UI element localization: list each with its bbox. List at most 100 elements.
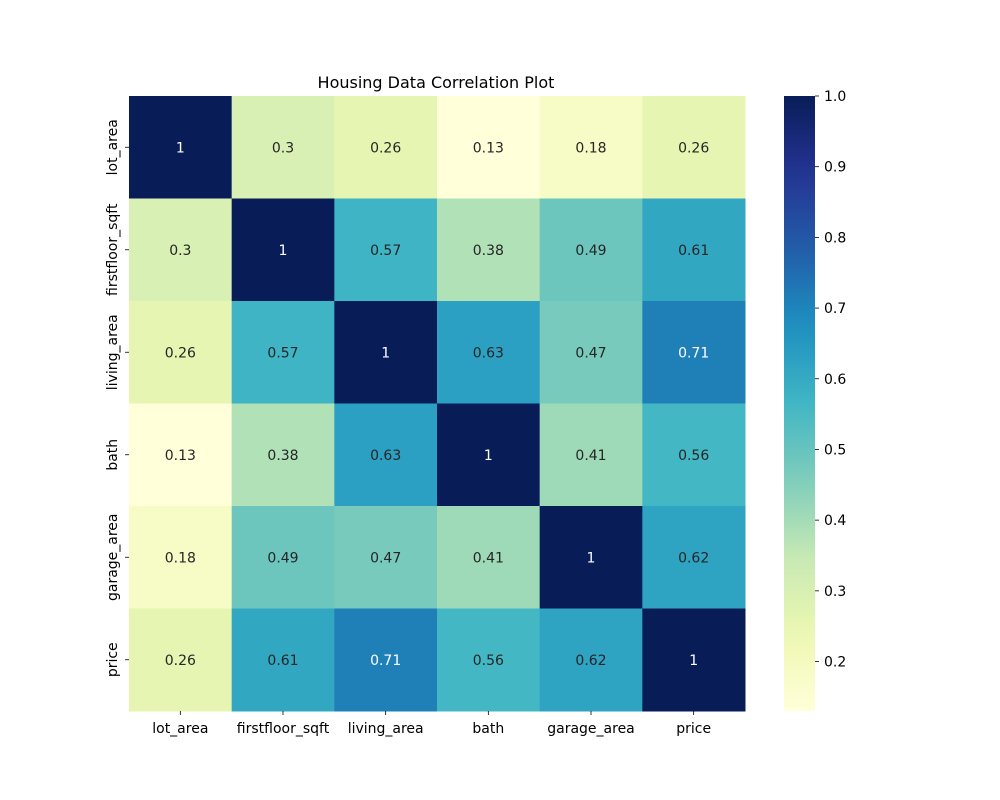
cell-value-label: 0.3 (169, 243, 191, 259)
heatmap-cell-garage_area-price (642, 506, 746, 609)
heatmap-cell-firstfloor_sqft-firstfloor_sqft (231, 198, 335, 302)
colorbar-tick-label: 0.8 (824, 230, 846, 246)
heatmap-cell-lot_area-price (642, 96, 746, 199)
heatmap-cell-bath-living_area (334, 403, 438, 507)
heatmap-cell-living_area-garage_area (539, 301, 643, 404)
cell-value-label: 1 (689, 653, 698, 669)
heatmap-cell-living_area-lot_area (129, 301, 233, 404)
cell-value-label: 0.38 (267, 448, 298, 464)
heatmap-cell-firstfloor_sqft-bath (437, 198, 541, 302)
heatmap-cell-lot_area-bath (437, 96, 541, 199)
cell-value-label: 0.26 (165, 653, 196, 669)
heatmap-cell-bath-garage_area (539, 403, 643, 507)
cell-value-label: 0.18 (165, 550, 196, 566)
heatmap-cell-garage_area-lot_area (129, 506, 233, 609)
heatmap-cell-bath-firstfloor_sqft (231, 403, 335, 507)
cell-value-label: 0.13 (473, 140, 504, 156)
cell-value-label: 0.63 (370, 448, 401, 464)
heatmap-cell-bath-bath (437, 403, 541, 507)
cell-value-label: 1 (176, 140, 185, 156)
y-tick-label: garage_area (105, 513, 121, 601)
heatmap-cell-lot_area-living_area (334, 96, 438, 199)
heatmap-cell-price-bath (437, 608, 541, 712)
colorbar-tick-label: 0.3 (824, 584, 846, 600)
y-tick-label: lot_area (105, 119, 121, 175)
heatmap-cell-garage_area-firstfloor_sqft (231, 506, 335, 609)
cell-value-label: 0.62 (678, 550, 709, 566)
cell-value-label: 0.56 (678, 448, 709, 464)
heatmap-cell-price-garage_area (539, 608, 643, 712)
cell-value-label: 1 (279, 243, 288, 259)
cell-value-label: 0.38 (473, 243, 504, 259)
y-tick-label: living_area (105, 314, 121, 390)
cell-value-label: 0.56 (473, 653, 504, 669)
cell-value-label: 1 (587, 550, 596, 566)
cell-value-label: 0.47 (575, 345, 606, 361)
cell-value-label: 0.26 (678, 140, 709, 156)
heatmap-cell-garage_area-garage_area (539, 506, 643, 609)
x-axis-ticks: lot_area firstfloor_sqft living_area bath ga… (152, 711, 711, 737)
heatmap-cell-firstfloor_sqft-living_area (334, 198, 438, 302)
cell-value-label: 0.3 (272, 140, 294, 156)
x-tick-label: bath (472, 721, 504, 737)
colorbar-tick-label: 0.7 (824, 301, 846, 317)
heatmap-cell-price-living_area (334, 608, 438, 712)
cell-value-label: 0.62 (575, 653, 606, 669)
chart-title: Housing Data Correlation Plot (318, 73, 555, 92)
y-tick-label: firstfloor_sqft (105, 203, 121, 296)
heatmap-cell-bath-lot_area (129, 403, 233, 507)
cell-value-label: 0.71 (678, 345, 709, 361)
x-tick-label: price (676, 721, 711, 737)
heatmap-cell-firstfloor_sqft-garage_area (539, 198, 643, 302)
cell-value-label: 0.26 (165, 345, 196, 361)
x-tick-label: garage_area (547, 721, 635, 737)
colorbar-tick-label: 0.5 (824, 442, 846, 458)
colorbar-tick-label: 0.9 (824, 160, 846, 176)
cell-value-label: 0.63 (473, 345, 504, 361)
y-tick-label: price (105, 642, 121, 677)
cell-value-label: 0.47 (370, 550, 401, 566)
heatmap-cell-living_area-living_area (334, 301, 438, 404)
cell-value-label: 0.26 (370, 140, 401, 156)
heatmap-cell-price-lot_area (129, 608, 233, 712)
y-tick-label: bath (105, 439, 121, 471)
cell-value-label: 0.61 (267, 653, 298, 669)
heatmap-cells: 1 0.3 0.26 0.13 0.18 0.26 0.3 1 0.57 0.38 0.49 0.61… (129, 96, 746, 712)
heatmap-cell-firstfloor_sqft-lot_area (129, 198, 233, 302)
heatmap-cell-price-firstfloor_sqft (231, 608, 335, 712)
colorbar-tick-label: 0.6 (824, 372, 846, 388)
cell-value-label: 1 (484, 448, 493, 464)
cell-value-label: 0.49 (575, 243, 606, 259)
x-tick-label: lot_area (152, 721, 208, 737)
heatmap-cell-lot_area-lot_area (129, 96, 233, 199)
colorbar-tick-label: 1.0 (824, 89, 846, 105)
x-tick-label: living_area (348, 721, 424, 737)
heatmap-cell-bath-price (642, 403, 746, 507)
cell-value-label: 0.41 (473, 550, 504, 566)
cell-value-label: 0.71 (370, 653, 401, 669)
colorbar-tick-label: 0.4 (824, 513, 846, 529)
heatmap-cell-garage_area-bath (437, 506, 541, 609)
colorbar: 0.2 0.3 0.4 0.5 0.6 0.7 0.8 0.9 1.0 (784, 89, 846, 711)
cell-value-label: 0.49 (267, 550, 298, 566)
x-tick-label: firstfloor_sqft (237, 721, 330, 737)
cell-value-label: 0.61 (678, 243, 709, 259)
colorbar-tick-label: 0.2 (824, 655, 846, 671)
heatmap-cell-lot_area-garage_area (539, 96, 643, 199)
heatmap-cell-living_area-bath (437, 301, 541, 404)
cell-value-label: 0.57 (267, 345, 298, 361)
heatmap-cell-living_area-firstfloor_sqft (231, 301, 335, 404)
heatmap-cell-lot_area-firstfloor_sqft (231, 96, 335, 199)
cell-value-label: 1 (381, 345, 390, 361)
heatmap-cell-price-price (642, 608, 746, 712)
heatmap-cell-living_area-price (642, 301, 746, 404)
cell-value-label: 0.13 (165, 448, 196, 464)
cell-value-label: 0.18 (575, 140, 606, 156)
cell-value-label: 0.41 (575, 448, 606, 464)
heatmap-cell-garage_area-living_area (334, 506, 438, 609)
cell-value-label: 0.57 (370, 243, 401, 259)
colorbar-gradient (784, 96, 815, 711)
